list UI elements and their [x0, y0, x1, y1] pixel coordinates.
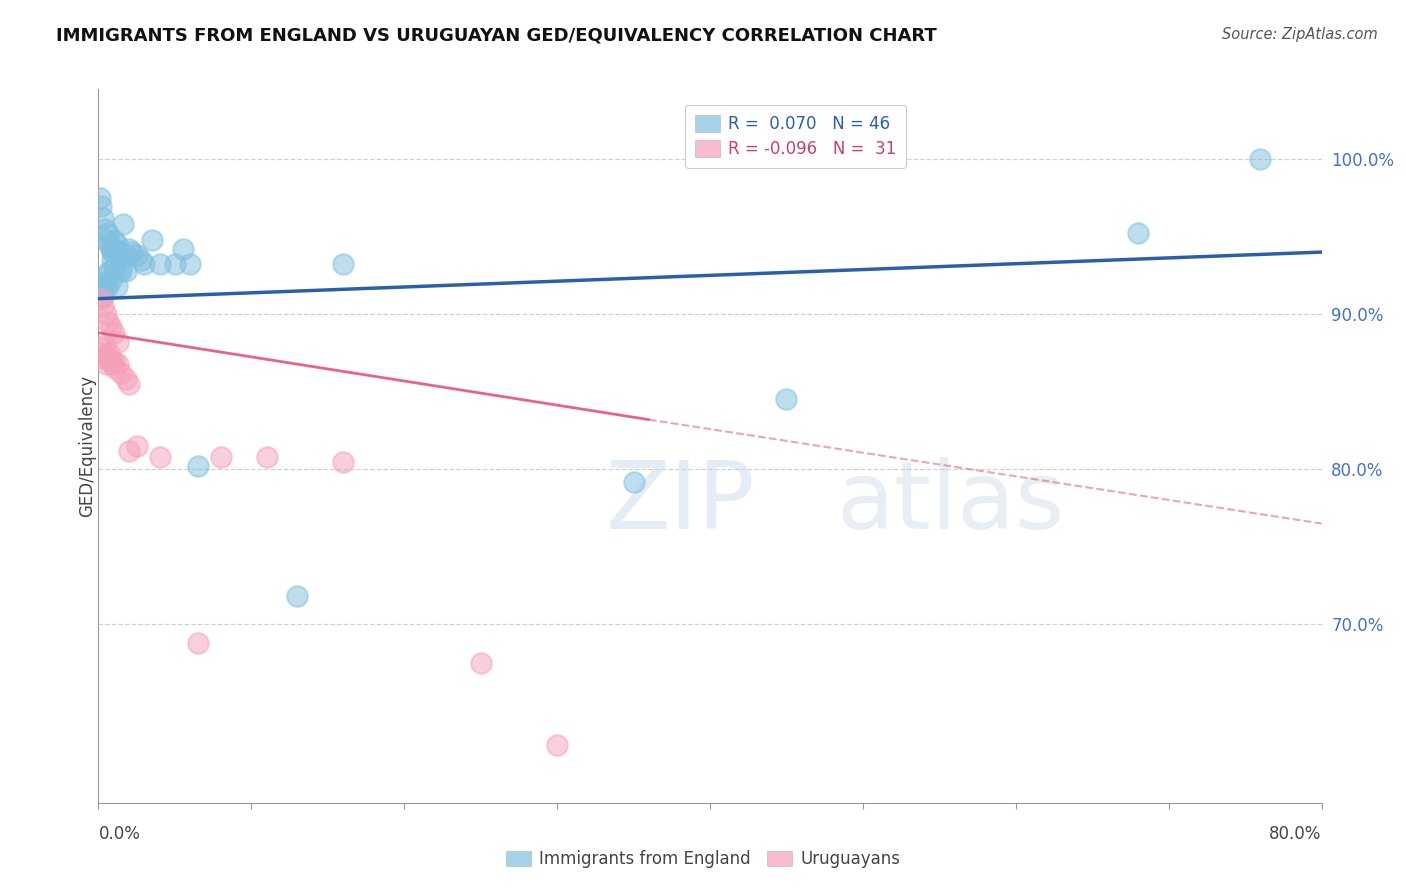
Point	[118, 443, 141, 458]
Point	[115, 263, 138, 277]
Point	[89, 346, 111, 360]
Text: atlas: atlas	[837, 457, 1064, 549]
Point	[107, 357, 129, 371]
Point	[93, 279, 115, 293]
Point	[187, 459, 209, 474]
Point	[97, 315, 120, 329]
Point	[100, 319, 122, 334]
Point	[94, 307, 117, 321]
Point	[111, 217, 134, 231]
Point	[125, 248, 148, 262]
Point	[125, 439, 148, 453]
Text: 0.0%: 0.0%	[98, 825, 141, 843]
Point	[105, 237, 128, 252]
Point	[101, 252, 124, 267]
Point	[103, 260, 125, 275]
Point	[115, 372, 138, 386]
Point	[103, 326, 125, 340]
Point	[91, 288, 114, 302]
Point	[100, 273, 122, 287]
Point	[332, 454, 354, 468]
Y-axis label: GED/Equivalency: GED/Equivalency	[79, 375, 96, 517]
Point	[623, 475, 645, 489]
Point	[101, 357, 124, 371]
Point	[94, 268, 117, 283]
Point	[93, 338, 115, 352]
Point	[118, 376, 141, 391]
Point	[94, 357, 117, 371]
Point	[256, 450, 278, 464]
Point	[209, 450, 232, 464]
Point	[121, 245, 143, 260]
Point	[90, 292, 112, 306]
Point	[129, 252, 152, 267]
Point	[163, 258, 186, 272]
Point	[98, 346, 121, 360]
Point	[179, 258, 201, 272]
Point	[110, 260, 132, 275]
Point	[118, 242, 141, 256]
Point	[107, 334, 129, 349]
Point	[90, 198, 112, 212]
Point	[546, 739, 568, 753]
Point	[285, 590, 308, 604]
Point	[775, 392, 797, 407]
Point	[97, 279, 120, 293]
Point	[91, 351, 114, 365]
Point	[134, 258, 156, 272]
Point	[332, 258, 354, 272]
Point	[90, 276, 112, 290]
Text: IMMIGRANTS FROM ENGLAND VS URUGUAYAN GED/EQUIVALENCY CORRELATION CHART: IMMIGRANTS FROM ENGLAND VS URUGUAYAN GED…	[56, 27, 936, 45]
Point	[94, 233, 117, 247]
Point	[172, 242, 194, 256]
Point	[1249, 152, 1271, 166]
Point	[110, 263, 132, 277]
Text: Source: ZipAtlas.com: Source: ZipAtlas.com	[1222, 27, 1378, 42]
Point	[103, 233, 125, 247]
Point	[101, 245, 124, 260]
Point	[470, 656, 492, 670]
Point	[97, 227, 120, 241]
Point	[100, 353, 122, 368]
Point	[91, 211, 114, 225]
Point	[187, 636, 209, 650]
Point	[91, 299, 114, 313]
Point	[100, 242, 122, 256]
Point	[90, 341, 112, 355]
Point	[149, 258, 172, 272]
Point	[89, 191, 111, 205]
Point	[108, 248, 131, 262]
Point	[107, 245, 129, 260]
Point	[1128, 227, 1150, 241]
Point	[97, 351, 120, 365]
Point	[149, 450, 172, 464]
Legend: R =  0.070   N = 46, R = -0.096   N =  31: R = 0.070 N = 46, R = -0.096 N = 31	[685, 104, 907, 168]
Point	[104, 361, 127, 376]
Point	[98, 237, 121, 252]
Point	[115, 248, 138, 262]
Point	[110, 366, 132, 380]
Point	[103, 353, 125, 368]
Point	[104, 242, 127, 256]
Point	[105, 279, 128, 293]
Point	[93, 222, 115, 236]
Text: 80.0%: 80.0%	[1270, 825, 1322, 843]
Text: ZIP: ZIP	[606, 457, 755, 549]
Legend: Immigrants from England, Uruguayans: Immigrants from England, Uruguayans	[499, 844, 907, 875]
Point	[141, 233, 163, 247]
Point	[98, 263, 121, 277]
